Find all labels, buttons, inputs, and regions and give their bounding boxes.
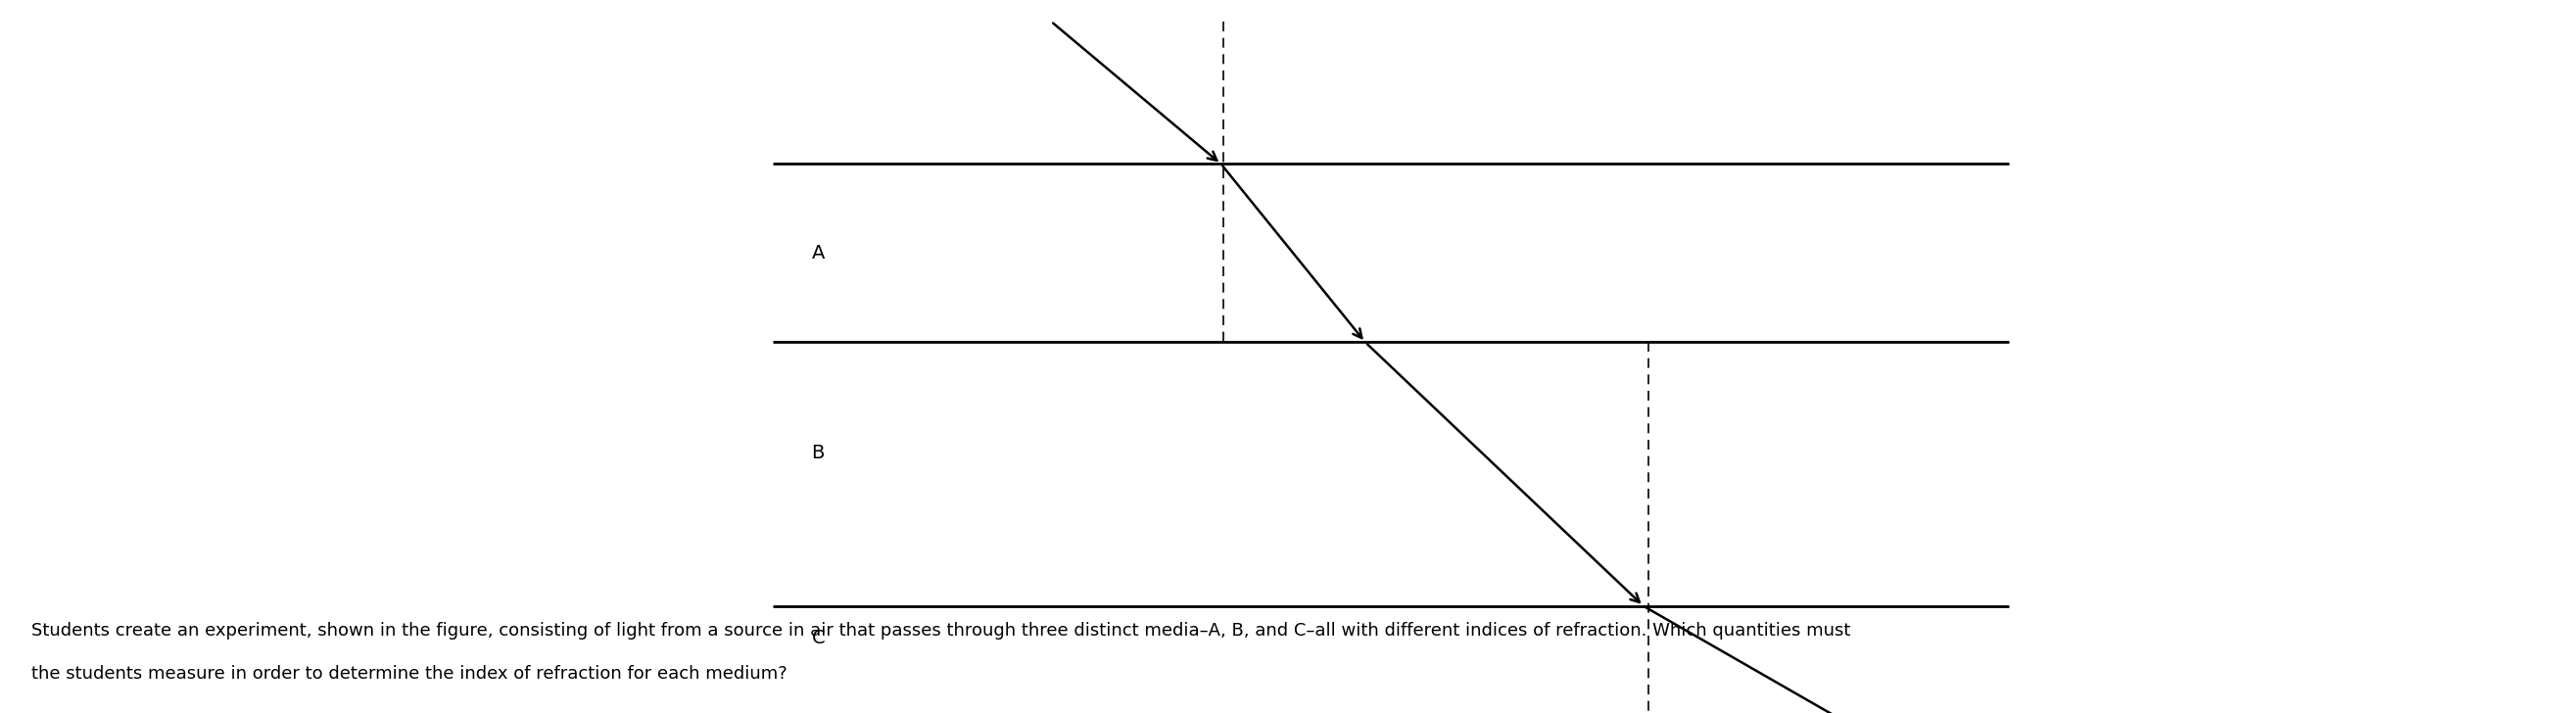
Text: the students measure in order to determine the index of refraction for each medi: the students measure in order to determi… [31,665,786,682]
Text: Students create an experiment, shown in the figure, consisting of light from a s: Students create an experiment, shown in … [31,622,1850,640]
Text: B: B [811,443,824,462]
Text: A: A [811,244,824,262]
Text: C: C [811,629,824,647]
